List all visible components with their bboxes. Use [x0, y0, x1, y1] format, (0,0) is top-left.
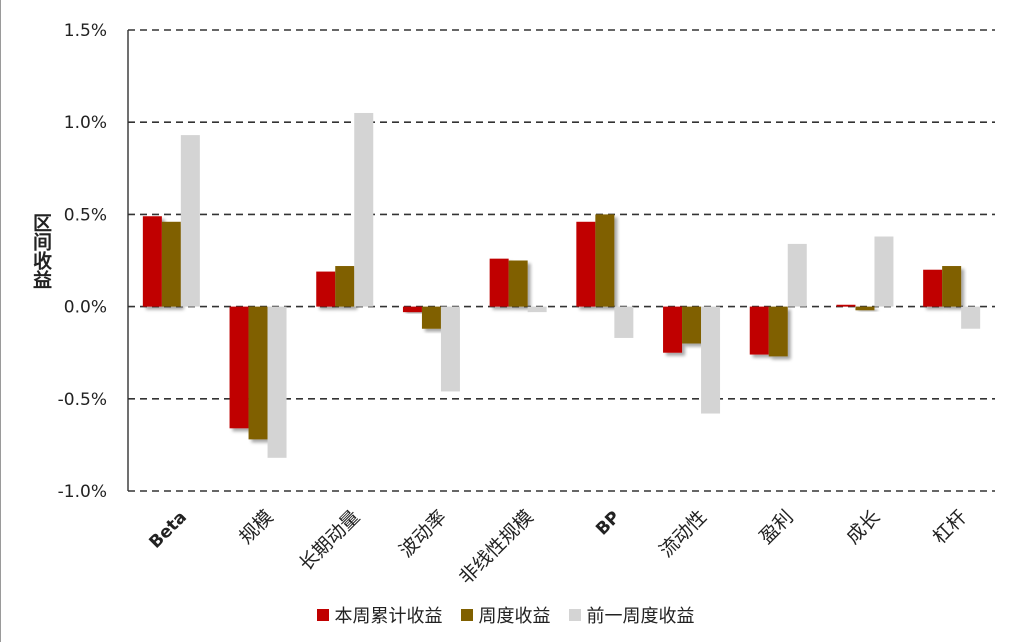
bar-1-杠杆: [923, 269, 943, 307]
bar-3-成长: [874, 236, 894, 307]
legend-swatch: [568, 609, 581, 621]
bar-2-盈利: [768, 306, 788, 357]
bar-3-杠杆: [961, 306, 981, 329]
bar-2-非线性规模: [508, 260, 528, 307]
bar-2-BP: [595, 214, 615, 307]
y-tick-label: -0.5%: [58, 390, 107, 410]
x-tick-label: 波动率: [395, 506, 451, 562]
bar-1-盈利: [749, 306, 769, 355]
legend-item: 前一周度收益: [568, 602, 695, 628]
bar-1-BP: [576, 221, 596, 307]
y-axis-label: 区间收益: [30, 213, 52, 289]
bar-1-成长: [836, 304, 856, 307]
legend-label: 本周累计收益: [334, 606, 443, 627]
bar-2-长期动量: [335, 266, 355, 307]
bar-3-长期动量: [354, 112, 374, 307]
legend-item: 周度收益: [460, 602, 551, 628]
bar-3-非线性规模: [527, 306, 547, 313]
y-tick-label: 1.0%: [64, 113, 107, 133]
x-tick-label: 成长: [842, 506, 884, 548]
x-tick-labels: Beta 规模 长期动量 波动率 非线性规模 BP 流动性 盈利 成长 杠杆: [146, 506, 972, 589]
bar-3-BP: [614, 306, 634, 338]
bar-2-波动率: [421, 306, 441, 329]
bar-3-流动性: [701, 306, 721, 414]
x-tick-label: BP: [592, 507, 624, 539]
bar-2-成长: [855, 306, 875, 311]
legend-swatch: [460, 609, 473, 621]
bar-1-波动率: [402, 306, 422, 313]
bars: [142, 112, 981, 458]
legend: 本周累计收益 周度收益 前一周度收益: [0, 600, 1011, 630]
bar-1-非线性规模: [489, 258, 509, 307]
x-tick-label: 流动性: [655, 506, 711, 562]
bar-1-Beta: [142, 216, 162, 307]
legend-item: 本周累计收益: [316, 602, 443, 628]
bar-chart: 1.5% 1.0% 0.5% 0.0% -0.5% -1.0% Beta 规模 长期动量 波动率…: [58, 21, 995, 589]
y-tick-label: 0.0%: [64, 298, 107, 318]
bar-3-Beta: [180, 135, 200, 307]
bar-1-规模: [229, 306, 249, 429]
x-tick-label: 规模: [235, 506, 277, 548]
x-tick-label: 非线性规模: [455, 506, 538, 589]
bar-1-流动性: [663, 306, 683, 353]
bar-3-波动率: [440, 306, 460, 392]
y-tick-label: -1.0%: [58, 482, 107, 502]
bar-2-规模: [248, 306, 268, 440]
bar-3-盈利: [787, 243, 807, 307]
x-tick-label: Beta: [146, 507, 191, 552]
bar-2-杠杆: [942, 266, 962, 307]
legend-label: 前一周度收益: [586, 606, 695, 627]
x-tick-label: 盈利: [755, 506, 797, 548]
legend-swatch: [316, 609, 329, 621]
y-tick-labels: 1.5% 1.0% 0.5% 0.0% -0.5% -1.0%: [58, 21, 107, 502]
legend-label: 周度收益: [478, 606, 551, 627]
y-tick-label: 1.5%: [64, 21, 107, 41]
x-tick-label: 长期动量: [295, 506, 364, 575]
x-tick-label: 杠杆: [929, 506, 971, 548]
y-tick-label: 0.5%: [64, 205, 107, 225]
bar-1-长期动量: [316, 271, 336, 307]
bar-3-规模: [267, 306, 287, 458]
bar-2-流动性: [682, 306, 702, 344]
bar-2-Beta: [161, 221, 181, 307]
